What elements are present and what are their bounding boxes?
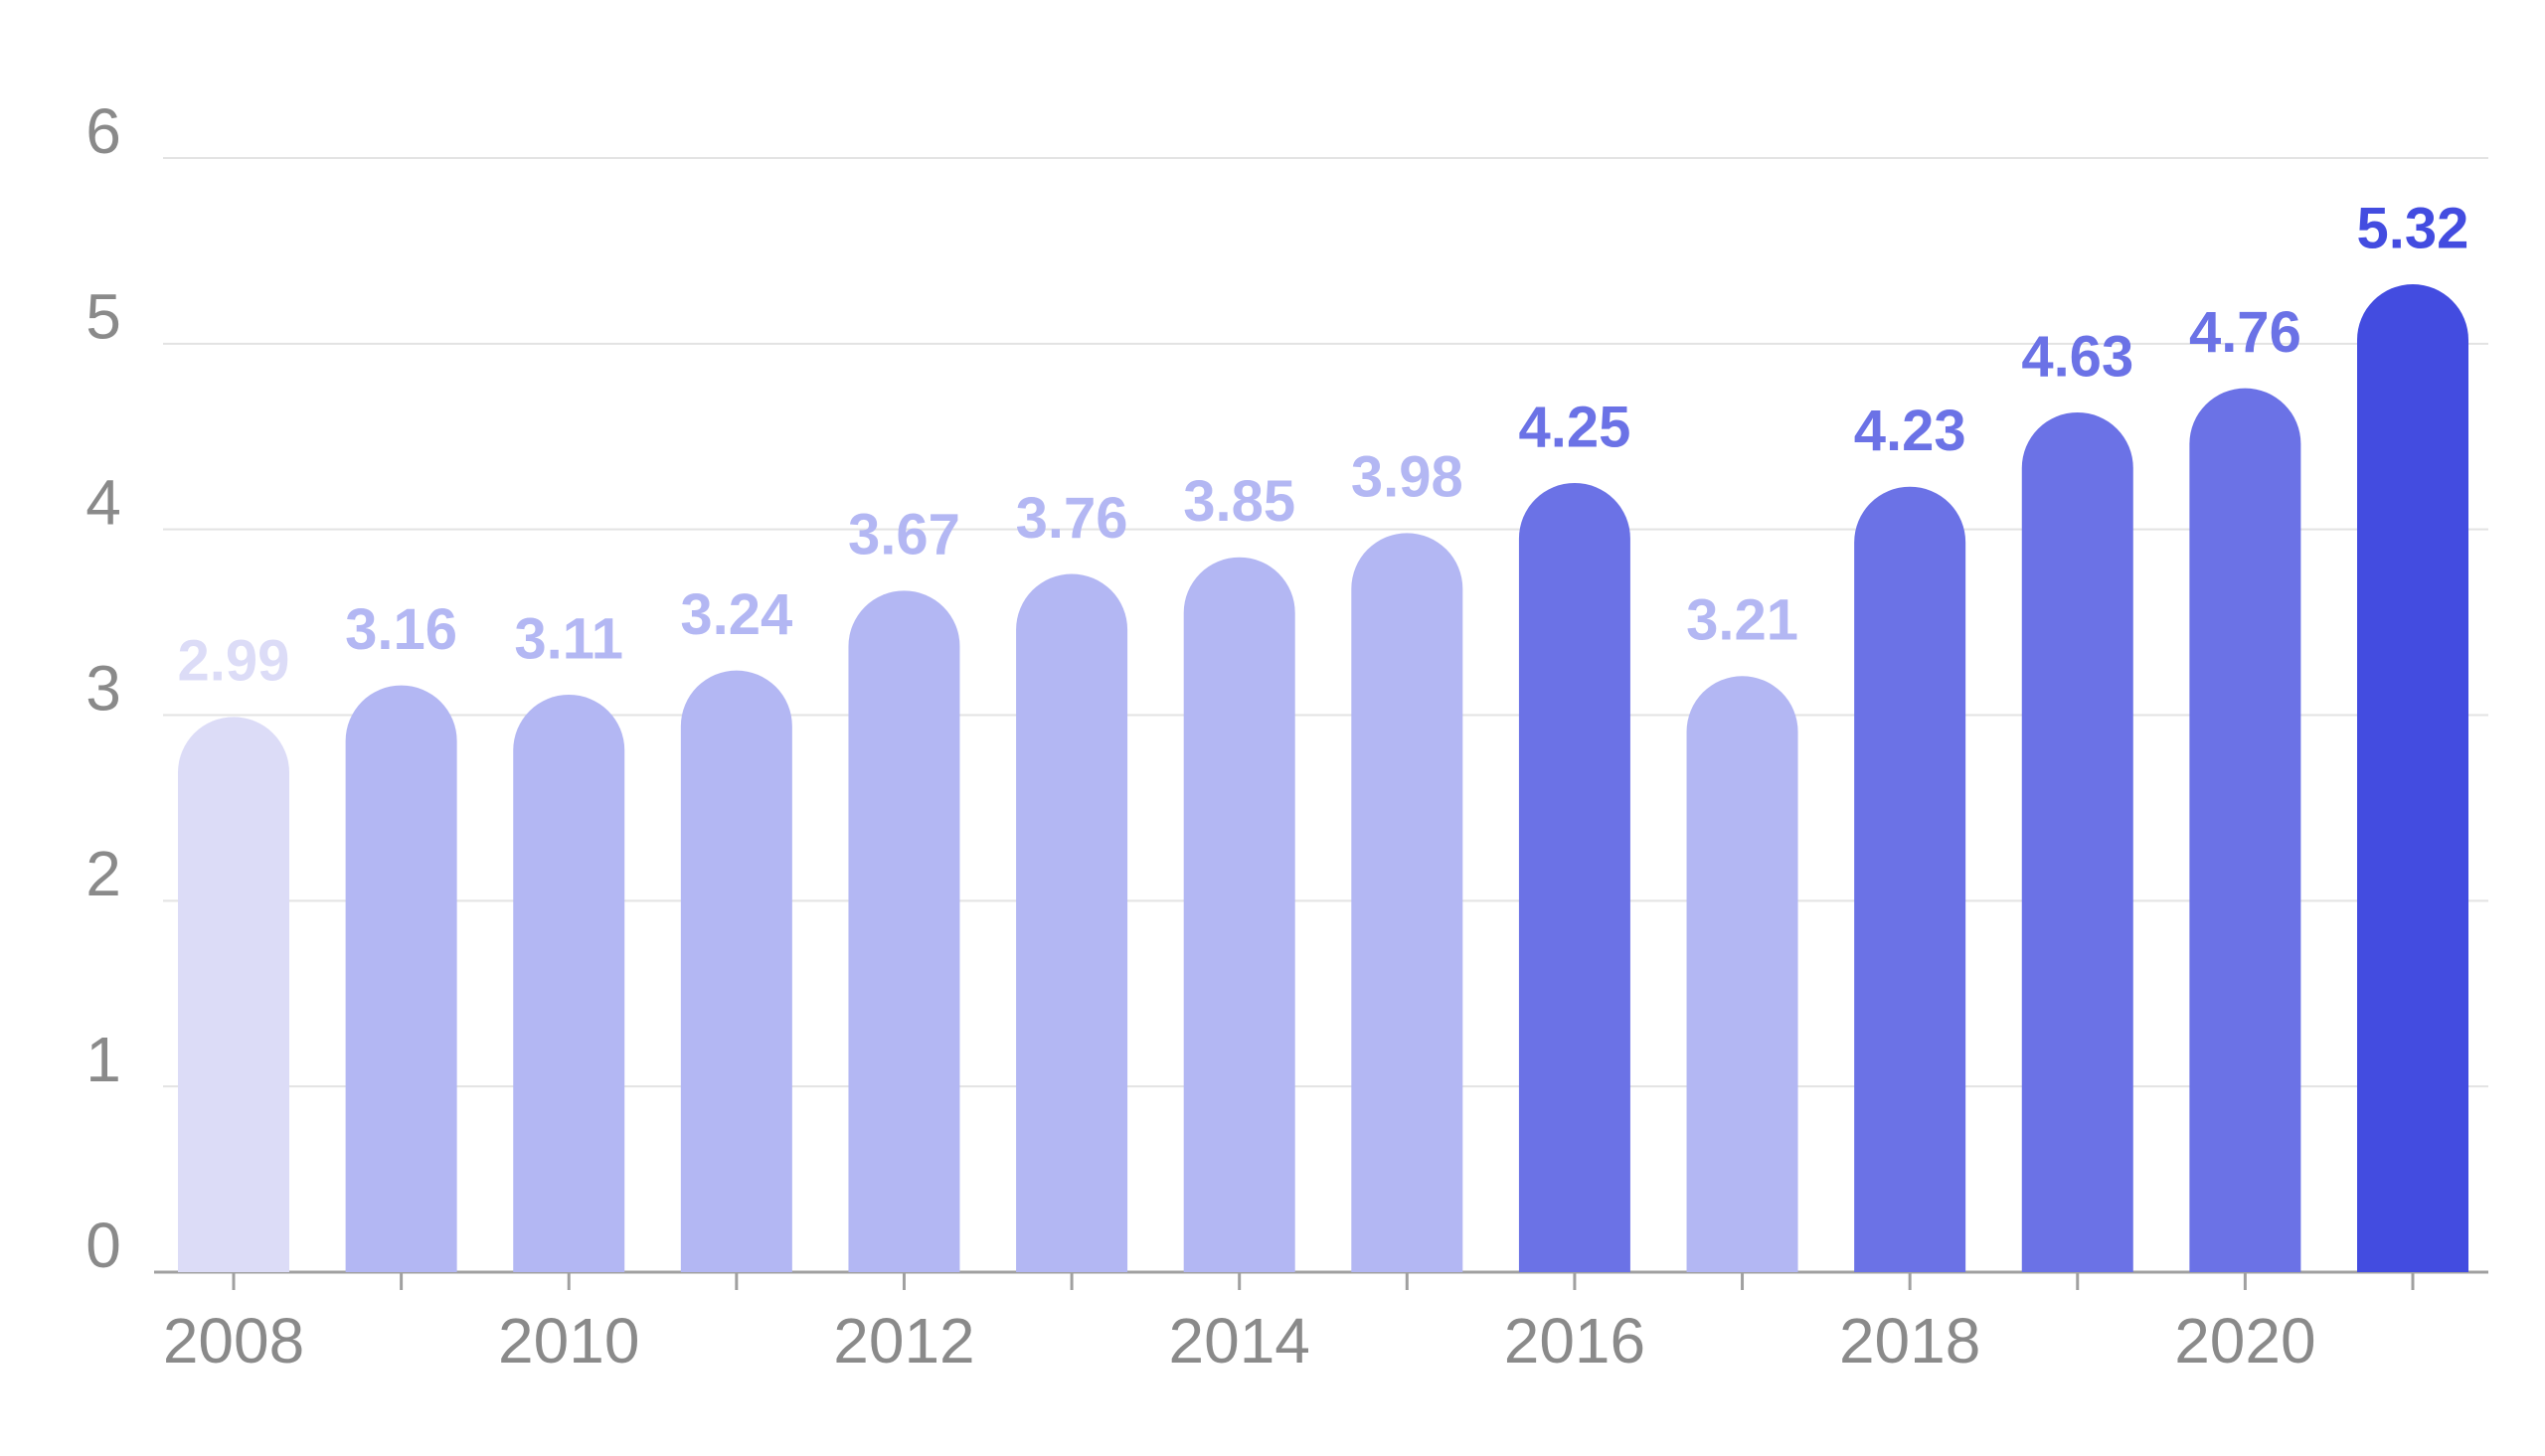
y-tick-label: 6 — [85, 95, 121, 167]
bar — [1183, 557, 1295, 1272]
value-label: 2.99 — [178, 629, 290, 694]
x-tick-label: 2014 — [1169, 1305, 1310, 1376]
x-tick-label: 2010 — [498, 1305, 639, 1376]
y-tick-label: 1 — [85, 1024, 121, 1095]
bar — [1351, 533, 1463, 1272]
value-label: 4.25 — [1518, 395, 1630, 459]
value-label: 5.32 — [2357, 196, 2469, 260]
value-label: 3.16 — [345, 597, 457, 662]
bar — [1016, 573, 1128, 1272]
value-label: 4.63 — [2021, 324, 2133, 389]
x-tick-label: 2016 — [1504, 1305, 1645, 1376]
bar — [2357, 284, 2468, 1272]
bar — [2189, 388, 2301, 1272]
x-tick-label: 2020 — [2174, 1305, 2315, 1376]
bar — [680, 670, 792, 1272]
value-label: 3.21 — [1686, 588, 1798, 653]
y-tick-label: 3 — [85, 652, 121, 724]
x-tick-label: 2008 — [163, 1305, 304, 1376]
bar — [345, 685, 457, 1272]
value-label: 3.98 — [1351, 445, 1463, 510]
y-tick-label: 2 — [85, 838, 121, 909]
bar — [1854, 486, 1966, 1272]
x-tick-label: 2018 — [1839, 1305, 1980, 1376]
y-tick-label: 4 — [85, 467, 121, 539]
bar — [178, 717, 289, 1272]
value-label: 3.76 — [1016, 486, 1128, 551]
bar — [2021, 411, 2133, 1273]
x-tick-label: 2012 — [833, 1305, 974, 1376]
y-tick-label: 0 — [85, 1210, 121, 1281]
value-label: 3.85 — [1183, 469, 1295, 534]
bar — [848, 590, 960, 1272]
bar — [1686, 676, 1798, 1272]
y-tick-label: 5 — [85, 281, 121, 353]
bar — [513, 694, 625, 1272]
value-label: 3.11 — [514, 606, 623, 671]
value-label: 3.67 — [848, 503, 960, 567]
value-label: 3.24 — [680, 582, 792, 647]
value-label: 4.76 — [2189, 300, 2301, 365]
bar — [1518, 482, 1630, 1272]
value-label: 4.23 — [1854, 399, 1966, 463]
